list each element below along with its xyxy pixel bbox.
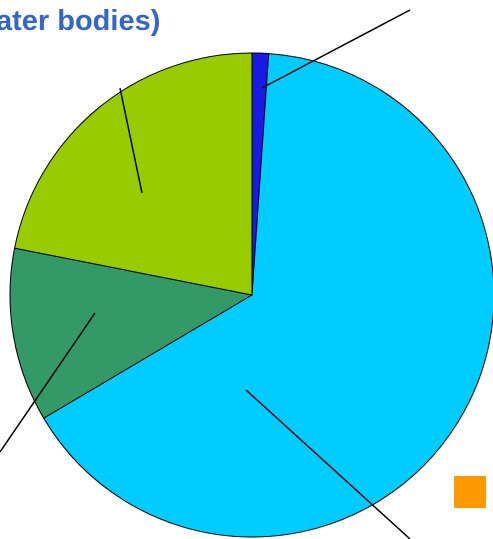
leader-lines [0,9,411,539]
leader-line [245,389,411,539]
leader-line [261,9,411,89]
chart-title: ater bodies) [0,5,160,37]
pie-slice [13,52,253,296]
leader-line [0,312,96,453]
pie-slice [43,53,493,538]
pie-slice [9,247,254,419]
pie [9,52,493,538]
leader-line [119,87,143,194]
legend-marker [454,476,486,508]
